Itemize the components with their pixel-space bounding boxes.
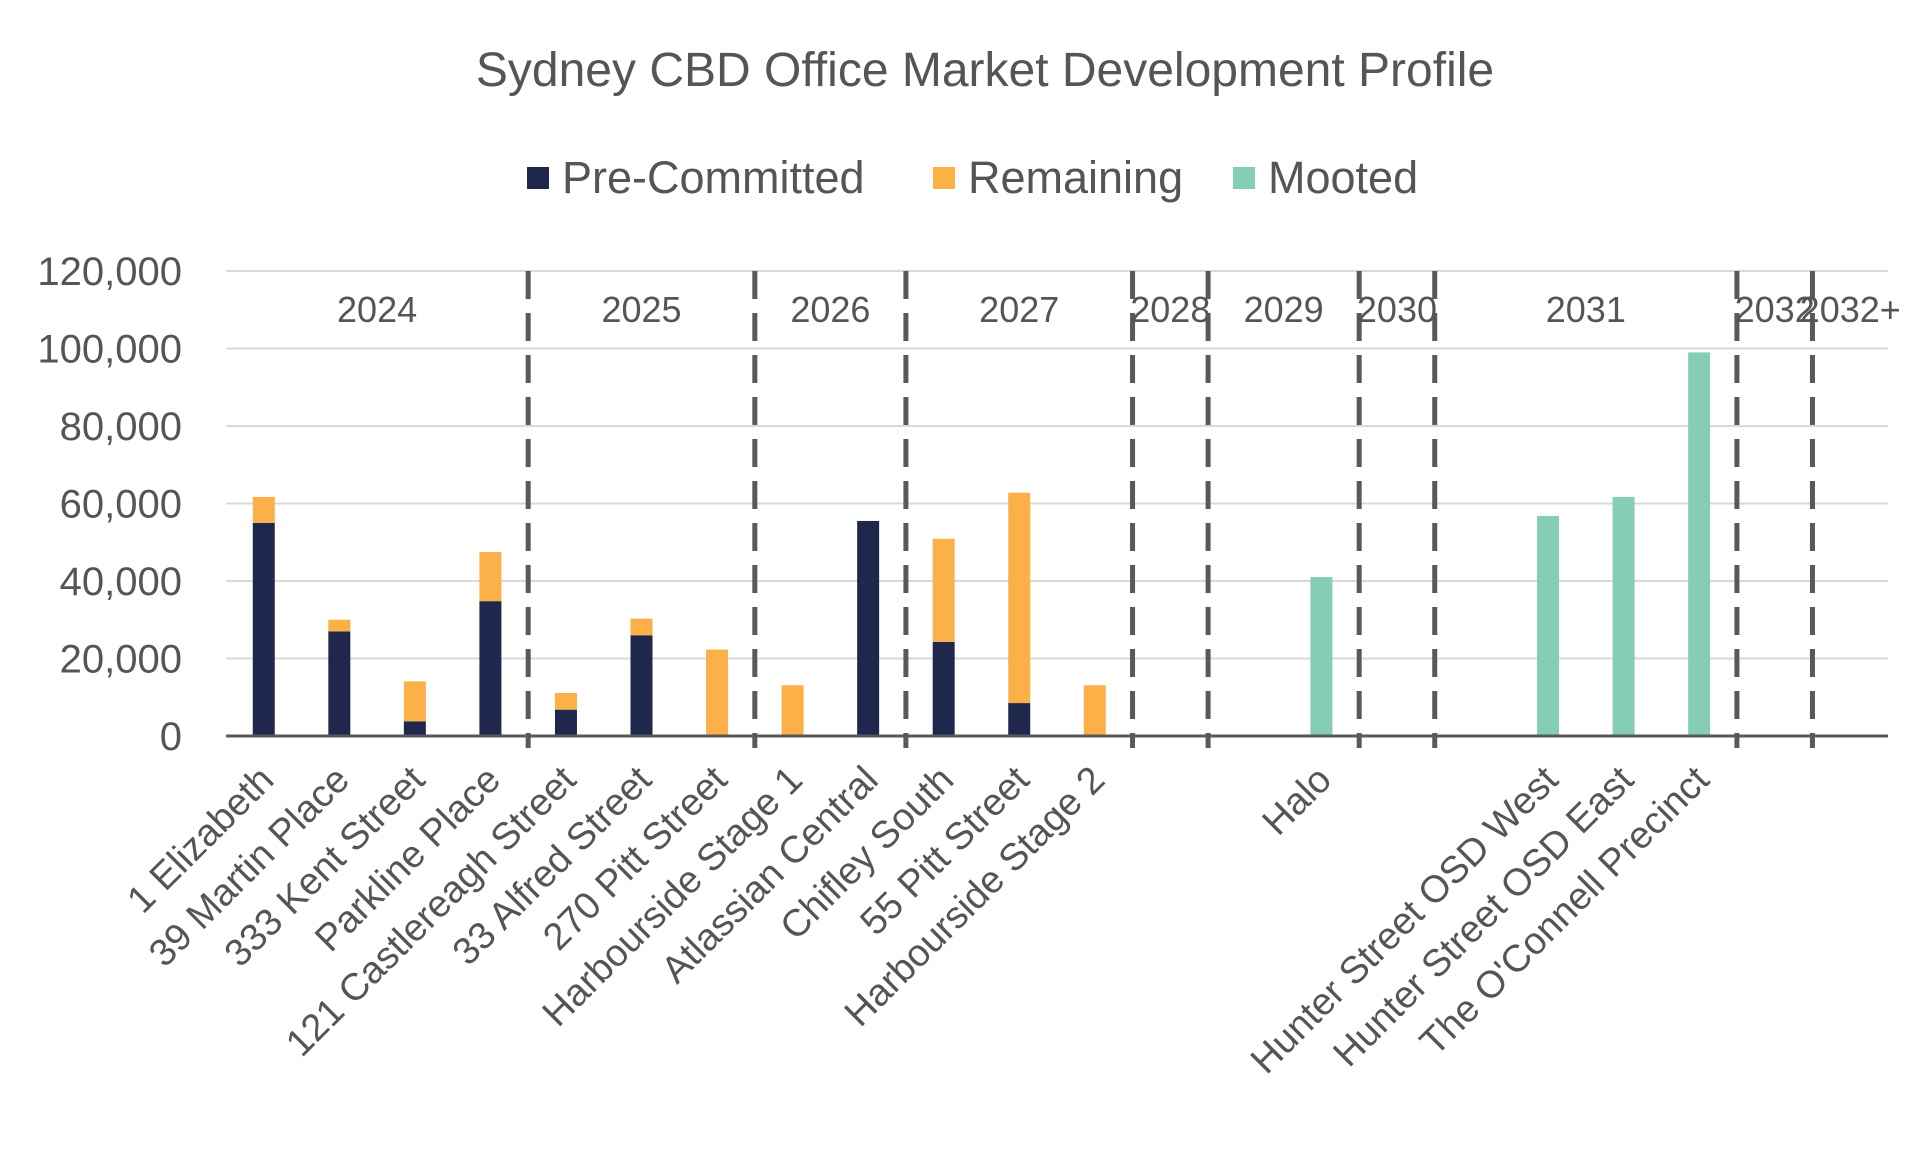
chart-title: Sydney CBD Office Market Development Pro… (476, 44, 1494, 97)
bar-mooted-hunter-street-osd-west (1537, 515, 1560, 736)
bar-mooted-halo (1310, 577, 1333, 736)
y-tick-label: 20,000 (60, 638, 182, 682)
bar-remaining-parkline-place (479, 551, 502, 602)
bar-pre-committed-333-kent-street (403, 721, 426, 736)
period-dividers (525, 271, 1815, 748)
x-tick-label: Halo (1255, 759, 1340, 844)
bar-remaining-harbourside-stage-2 (1083, 685, 1106, 736)
y-tick-label: 120,000 (37, 250, 182, 294)
y-axis: 0 20,000 40,000 60,000 80,000 100,000 120,000 (37, 250, 182, 759)
bar-mooted-the-o-connell-precinct (1688, 352, 1711, 736)
period-label-2025: 2025 (601, 289, 681, 330)
bar-remaining-33-alfred-street (630, 618, 653, 636)
bar-pre-committed-55-pitt-street (1008, 703, 1031, 736)
period-label-2032: 2032 (1735, 289, 1815, 330)
bar-pre-committed-121-castlereagh-street (554, 709, 577, 736)
y-tick-label: 100,000 (37, 328, 182, 372)
x-tick-label: Hunter Street OSD East (1326, 758, 1643, 1075)
bar-remaining-121-castlereagh-street (554, 692, 577, 710)
bar-pre-committed-chifley-south (932, 641, 955, 736)
y-tick-label: 80,000 (60, 405, 182, 449)
bar-mooted-hunter-street-osd-east (1612, 496, 1635, 736)
bar-pre-committed-1-elizabeth (252, 522, 275, 736)
x-tick-label: The O'Connell Precinct (1412, 758, 1717, 1063)
legend-label-remaining: Remaining (968, 152, 1183, 203)
legend-label-mooted: Mooted (1268, 152, 1418, 203)
period-label-2029: 2029 (1244, 289, 1324, 330)
period-label-2031: 2031 (1546, 289, 1626, 330)
period-label-2030: 2030 (1357, 289, 1437, 330)
bar-remaining-270-pitt-street (706, 649, 729, 736)
legend-swatch-pre-committed (527, 167, 549, 189)
bar-pre-committed-parkline-place (479, 601, 502, 736)
legend-swatch-mooted (1233, 167, 1255, 189)
bar-remaining-chifley-south (932, 538, 955, 642)
bar-remaining-55-pitt-street (1008, 492, 1031, 704)
bar-pre-committed-39-martin-place (328, 631, 351, 736)
legend-swatch-remaining (933, 167, 955, 189)
period-labels: 2024 2025 2026 2027 2028 2029 2030 2031 20322032… (337, 289, 1901, 330)
bar-remaining-333-kent-street (403, 681, 426, 722)
period-label-2026: 2026 (790, 289, 870, 330)
y-tick-label: 40,000 (60, 560, 182, 604)
bar-remaining-1-elizabeth (252, 496, 275, 523)
y-tick-label: 60,000 (60, 483, 182, 527)
period-label-2028: 2028 (1130, 289, 1210, 330)
gridlines (226, 270, 1888, 660)
bar-pre-committed-atlassian-central (857, 520, 880, 736)
bar-pre-committed-33-alfred-street (630, 635, 653, 736)
period-label-2027: 2027 (979, 289, 1059, 330)
bar-remaining-39-martin-place (328, 619, 351, 632)
bar-remaining-harbourside-stage-1 (781, 685, 804, 736)
legend: Pre-Committed Remaining Mooted (527, 152, 1418, 203)
bars (252, 352, 1711, 736)
y-tick-label: 0 (160, 715, 182, 759)
period-label-2032: 2032+ (1800, 289, 1901, 330)
period-label-2024: 2024 (337, 289, 417, 330)
legend-label-pre-committed: Pre-Committed (562, 152, 865, 203)
